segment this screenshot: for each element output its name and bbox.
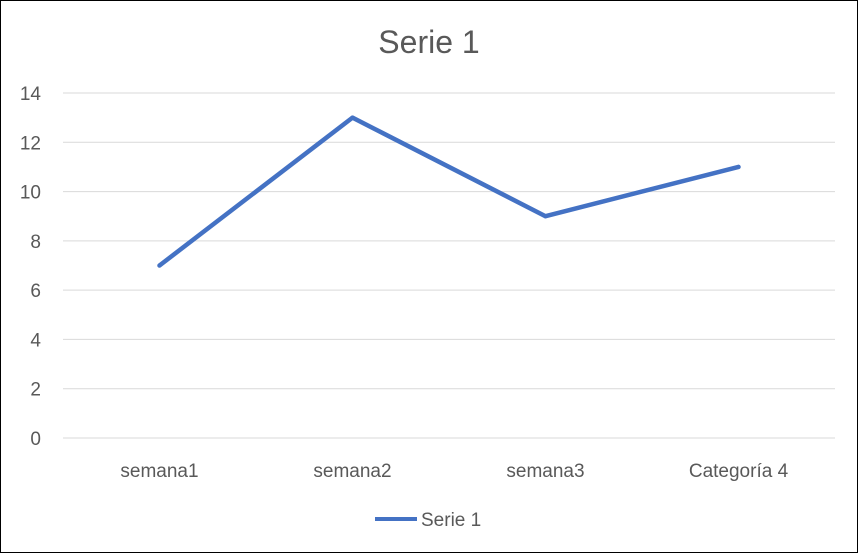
y-tick-label-4: 4 bbox=[30, 330, 41, 351]
y-tick-label-2: 2 bbox=[30, 380, 41, 401]
y-tick-label-0: 0 bbox=[30, 429, 41, 450]
y-tick-label-8: 8 bbox=[30, 232, 41, 253]
y-tick-label-14: 14 bbox=[20, 84, 42, 105]
y-tick-label-6: 6 bbox=[30, 281, 41, 302]
data-point-1-3 bbox=[543, 214, 548, 219]
series-line-1 bbox=[157, 115, 741, 268]
legend-label-serie-1: Serie 1 bbox=[421, 510, 481, 531]
gridlines bbox=[63, 92, 835, 439]
x-axis: semana1 semana2 semana3 Categoría 4 bbox=[120, 461, 788, 482]
y-tick-label-12: 12 bbox=[20, 133, 41, 154]
x-tick-label-4: Categoría 4 bbox=[689, 461, 789, 482]
x-tick-label-3: semana3 bbox=[506, 461, 584, 482]
plot-area bbox=[157, 115, 741, 268]
data-point-1-2 bbox=[350, 115, 355, 120]
data-point-1-4 bbox=[736, 164, 741, 169]
chart-title: Serie 1 bbox=[378, 24, 479, 60]
x-tick-label-1: semana1 bbox=[120, 461, 198, 482]
data-point-1-1 bbox=[157, 263, 162, 268]
legend: Serie 1 bbox=[375, 510, 481, 531]
y-axis: 0 2 4 6 8 10 12 14 bbox=[20, 84, 42, 450]
x-tick-label-2: semana2 bbox=[313, 461, 391, 482]
y-tick-label-10: 10 bbox=[20, 183, 41, 204]
